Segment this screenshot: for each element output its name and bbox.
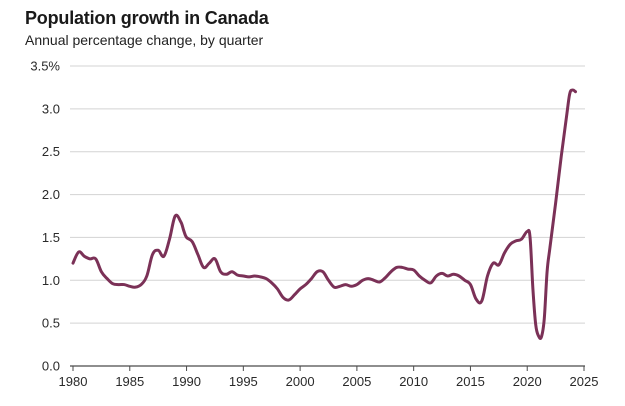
x-tick-label: 2005 — [342, 374, 371, 389]
y-tick-label: 3.5% — [30, 59, 60, 74]
y-tick-label: 1.5 — [42, 230, 60, 245]
x-tick-label: 2015 — [456, 374, 485, 389]
x-tick-label: 2020 — [513, 374, 542, 389]
x-tick-label: 2000 — [286, 374, 315, 389]
y-axis-tick-labels: 0.0 0.5 1.0 1.5 2.0 2.5 3.0 3.5% — [30, 59, 60, 374]
x-tick-label: 2025 — [570, 374, 599, 389]
x-tick-label: 2010 — [399, 374, 428, 389]
x-tick-label: 1980 — [59, 374, 88, 389]
y-tick-label: 2.0 — [42, 187, 60, 202]
x-tick-label: 1995 — [229, 374, 258, 389]
y-tick-label: 3.0 — [42, 101, 60, 116]
y-tick-label: 1.0 — [42, 273, 60, 288]
series-group — [71, 88, 577, 341]
chart-title: Population growth in Canada — [25, 8, 269, 28]
x-axis: 1980 1985 1990 1995 2000 2005 2010 2015 2020 2025 — [59, 365, 599, 389]
population-growth-line — [71, 88, 577, 341]
x-tick-label: 1985 — [115, 374, 144, 389]
y-tick-label: 2.5 — [42, 144, 60, 159]
x-tick-label: 1990 — [172, 374, 201, 389]
y-tick-label: 0.5 — [42, 316, 60, 331]
y-tick-label: 0.0 — [42, 359, 60, 374]
chart-subtitle: Annual percentage change, by quarter — [25, 32, 264, 48]
gridlines — [70, 65, 585, 324]
